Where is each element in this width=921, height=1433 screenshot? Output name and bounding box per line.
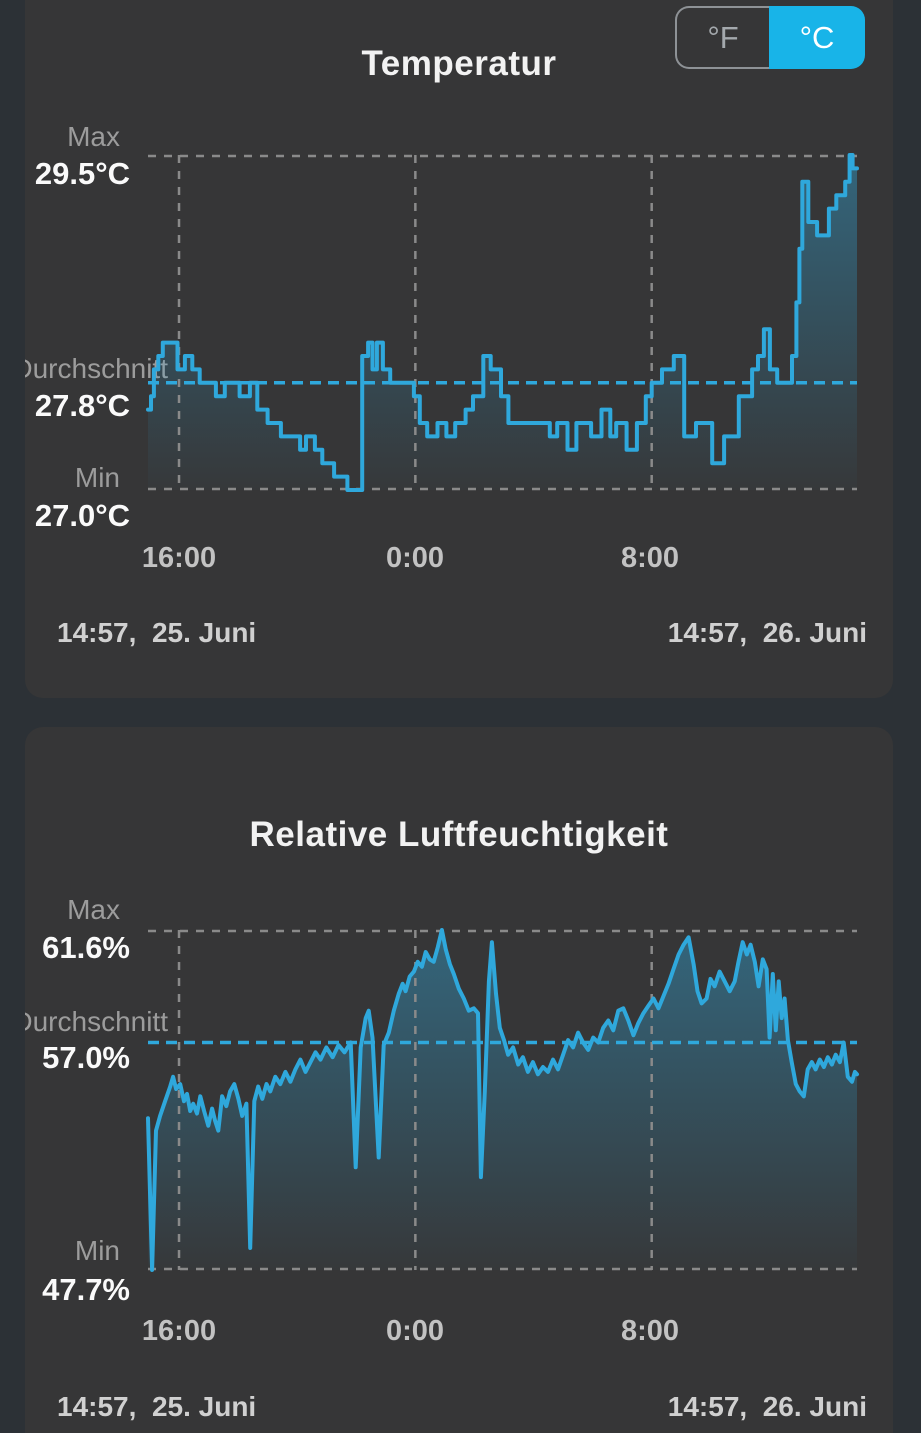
temp-min-value: 27.0°C	[34, 498, 130, 533]
hum-start-datetime: 14:57, 25. Juni	[57, 1391, 257, 1422]
temp-max-label: Max	[67, 121, 120, 152]
hum-min-value: 47.7%	[42, 1272, 130, 1307]
temp-xtick-0: 0:00	[385, 542, 445, 574]
unit-fahrenheit-button[interactable]: °F	[675, 6, 769, 69]
temp-avg-label: Durchschnitt	[25, 353, 168, 384]
hum-xtick-8: 8:00	[620, 1315, 680, 1347]
temp-xtick-8: 8:00	[620, 542, 680, 574]
temp-xtick-16: 16:00	[141, 542, 217, 574]
hum-max-label: Max	[67, 894, 120, 925]
hum-xtick-0: 0:00	[385, 1315, 445, 1347]
humidity-card: Relative Luftfeuchtigkeit Max 61.6% Durc…	[25, 727, 893, 1433]
temperature-chart[interactable]	[146, 153, 859, 492]
unit-toggle: °F °C	[675, 6, 865, 69]
humidity-chart[interactable]	[146, 928, 859, 1272]
hum-xtick-16: 16:00	[141, 1315, 217, 1347]
hum-end-datetime: 14:57, 26. Juni	[667, 1391, 867, 1422]
unit-celsius-button[interactable]: °C	[769, 6, 865, 69]
temperature-card: Temperatur °F °C Max 29.5°C Durchschnitt…	[25, 0, 893, 698]
humidity-title: Relative Luftfeuchtigkeit	[249, 815, 669, 855]
hum-avg-value: 57.0%	[42, 1040, 130, 1075]
temp-min-label: Min	[74, 462, 120, 493]
hum-max-value: 61.6%	[42, 930, 130, 965]
temp-max-value: 29.5°C	[34, 156, 130, 191]
temp-end-datetime: 14:57, 26. Juni	[667, 617, 867, 648]
temp-avg-value: 27.8°C	[34, 388, 130, 423]
temperature-title: Temperatur	[361, 44, 557, 84]
temp-start-datetime: 14:57, 25. Juni	[57, 617, 257, 648]
hum-min-label: Min	[74, 1235, 120, 1266]
hum-avg-label: Durchschnitt	[25, 1006, 168, 1037]
